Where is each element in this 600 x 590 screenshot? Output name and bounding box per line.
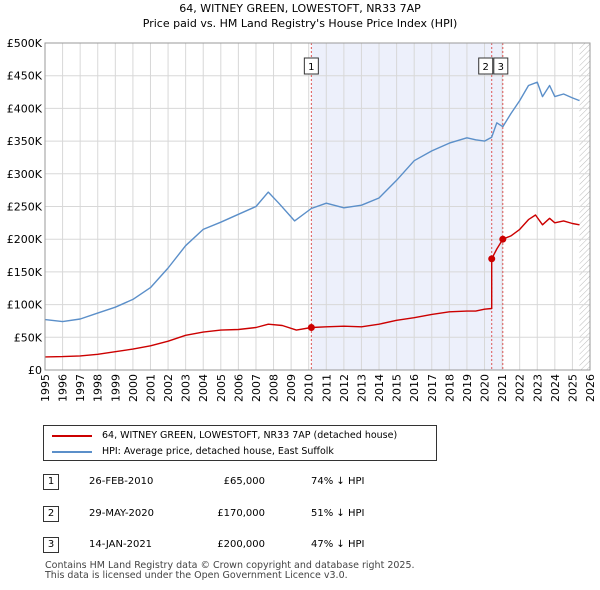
copyright-note: Contains HM Land Registry data © Crown c… — [45, 560, 415, 571]
sale-label-frame — [303, 57, 319, 75]
x-tick-label: 2020 — [479, 374, 492, 402]
chart-title: 64, WITNEY GREEN, LOWESTOFT, NR33 7AP — [179, 2, 421, 15]
x-tick-label: 2009 — [285, 374, 298, 402]
x-tick-label: 2006 — [232, 374, 245, 402]
legend-swatch-hpi — [52, 451, 92, 453]
sale-date: 29-MAY-2020 — [89, 508, 155, 519]
sale-point — [499, 235, 507, 243]
y-tick-label: £150K — [7, 266, 43, 279]
legend-label-hpi: HPI: Average price, detached house, East… — [102, 446, 334, 457]
x-tick-label: 2015 — [391, 374, 404, 402]
x-tick-label: 1997 — [74, 374, 87, 402]
x-tick-label: 2001 — [144, 374, 157, 402]
y-tick-label: £250K — [7, 201, 43, 214]
x-tick-label: 2023 — [531, 374, 544, 402]
chart-subtitle: Price paid vs. HM Land Registry's House … — [143, 17, 458, 30]
x-tick-label: 2003 — [180, 374, 193, 402]
sale-date: 26-FEB-2010 — [89, 476, 154, 487]
x-tick-label: 2011 — [320, 374, 333, 402]
y-tick-label: £450K — [7, 70, 43, 83]
legend-label-property: 64, WITNEY GREEN, LOWESTOFT, NR33 7AP (d… — [102, 430, 398, 441]
x-tick-label: 2013 — [355, 374, 368, 402]
x-tick-label: 2018 — [443, 374, 456, 402]
x-tick-label: 1996 — [57, 374, 70, 402]
sale-price: £65,000 — [223, 476, 265, 487]
sale-point — [307, 323, 315, 331]
sale-label-box: 3 — [493, 57, 509, 75]
sale-number-badge: 3 — [43, 537, 59, 553]
sale-label-box: 1 — [303, 57, 319, 75]
sale-price: £170,000 — [217, 508, 265, 519]
x-tick-label: 1998 — [92, 374, 105, 402]
sale-label-box: 2 — [478, 57, 494, 75]
sale-price: £200,000 — [217, 539, 265, 550]
sale-number-badge: 1 — [43, 474, 59, 490]
price-chart: 64, WITNEY GREEN, LOWESTOFT, NR33 7AP Pr… — [7, 2, 597, 402]
y-tick-label: £0 — [28, 364, 42, 377]
y-tick-label: £100K — [7, 299, 43, 312]
y-tick-label: £50K — [14, 331, 43, 344]
x-tick-label: 2026 — [584, 374, 597, 402]
sale-label-text: 3 — [498, 62, 504, 73]
x-tick-label: 2000 — [127, 374, 140, 402]
sale-hpi-diff: 51% ↓ HPI — [311, 508, 365, 519]
x-tick-label: 2005 — [215, 374, 228, 402]
hpi-line — [44, 81, 580, 323]
x-tick-label: 2017 — [426, 374, 439, 402]
sale-number-badge: 2 — [43, 506, 59, 522]
x-tick-label: 2019 — [461, 374, 474, 402]
x-tick-label: 2024 — [549, 374, 562, 402]
x-tick-label: 2014 — [373, 374, 386, 402]
sale-label-text: 1 — [308, 62, 314, 73]
y-tick-label: £200K — [7, 233, 43, 246]
legend-swatch-property — [52, 435, 92, 437]
sale-label-text: 2 — [483, 62, 489, 73]
property-price-line — [44, 214, 580, 358]
licence-note: This data is licensed under the Open Gov… — [45, 570, 348, 581]
sale-point — [488, 255, 496, 263]
plot-frame — [44, 42, 591, 371]
x-tick-label: 2004 — [197, 374, 210, 402]
x-tick-label: 2021 — [496, 374, 509, 402]
sale-hpi-diff: 74% ↓ HPI — [311, 476, 365, 487]
sale-hpi-diff: 47% ↓ HPI — [311, 539, 365, 550]
footer: Contains HM Land Registry data © Crown c… — [45, 561, 415, 581]
y-tick-label: £400K — [7, 102, 43, 115]
x-tick-label: 2016 — [408, 374, 421, 402]
x-tick-label: 2010 — [303, 374, 316, 402]
y-tick-label: £500K — [7, 37, 43, 50]
legend: 64, WITNEY GREEN, LOWESTOFT, NR33 7AP (d… — [43, 425, 437, 461]
x-tick-label: 2012 — [338, 374, 351, 402]
sale-label-frame — [493, 57, 509, 75]
sale-date: 14-JAN-2021 — [89, 539, 153, 550]
x-tick-label: 1999 — [109, 374, 122, 402]
x-tick-label: 2008 — [268, 374, 281, 402]
y-tick-label: £350K — [7, 135, 43, 148]
sale-label-frame — [478, 57, 494, 75]
x-tick-label: 2002 — [162, 374, 175, 402]
x-tick-label: 2007 — [250, 374, 263, 402]
x-tick-label: 2022 — [514, 374, 527, 402]
x-tick-label: 2025 — [566, 374, 579, 402]
x-tick-label: 1995 — [39, 374, 52, 402]
y-tick-label: £300K — [7, 168, 43, 181]
